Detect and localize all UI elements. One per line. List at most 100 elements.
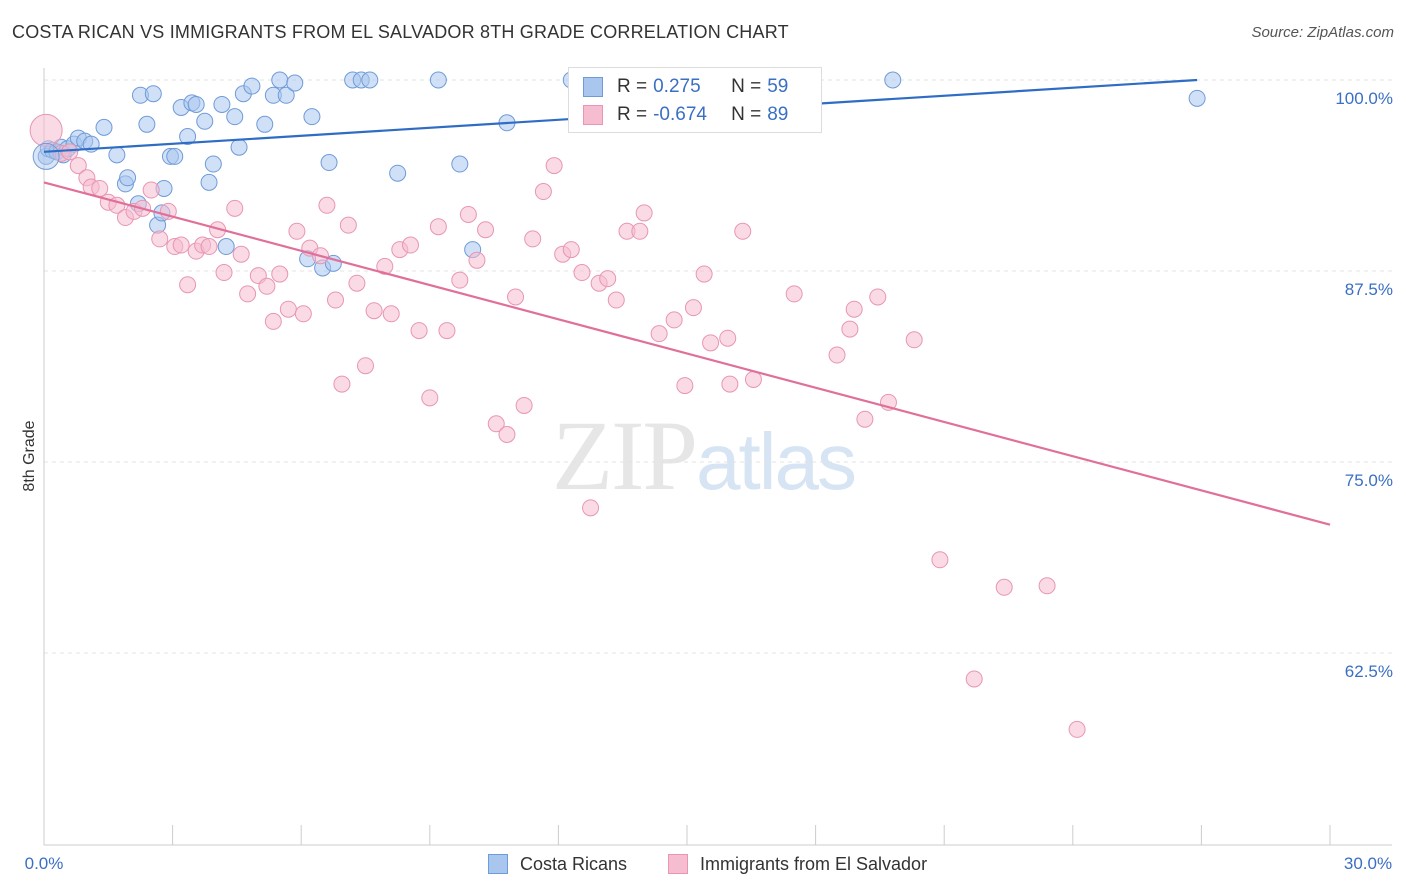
data-point-el-salvador xyxy=(498,425,516,443)
legend-r-value: 0.275 xyxy=(653,76,701,97)
data-point-el-salvador xyxy=(29,113,63,147)
data-point-el-salvador xyxy=(562,241,580,259)
data-point-costa-ricans xyxy=(243,77,261,95)
data-point-costa-ricans xyxy=(217,238,235,256)
data-point-costa-ricans xyxy=(230,138,248,156)
data-point-el-salvador xyxy=(421,389,439,407)
data-point-el-salvador xyxy=(69,157,87,175)
legend-n-label: N = xyxy=(731,104,762,125)
data-point-el-salvador xyxy=(459,205,477,223)
data-point-el-salvador xyxy=(695,265,713,283)
data-point-el-salvador xyxy=(856,410,874,428)
legend-r-value: -0.674 xyxy=(653,104,707,125)
data-point-el-salvador xyxy=(573,264,591,282)
legend-swatch-blue xyxy=(583,77,603,97)
bottom-legend-swatch-blue xyxy=(488,854,508,874)
data-point-el-salvador xyxy=(142,181,160,199)
stats-legend: R = 0.275 N = 59 R = -0.674 N = 89 xyxy=(568,67,822,133)
bottom-legend-costa-ricans: Costa Ricans xyxy=(488,852,627,876)
data-point-costa-ricans xyxy=(286,74,304,92)
data-point-costa-ricans xyxy=(204,155,222,173)
data-point-el-salvador xyxy=(468,251,486,269)
x-tick-label: 30.0% xyxy=(1344,854,1392,873)
legend-r-label: R = xyxy=(617,76,648,97)
data-point-costa-ricans xyxy=(138,115,156,133)
data-point-el-salvador xyxy=(339,216,357,234)
data-point-el-salvador xyxy=(477,221,495,239)
y-axis-label: 8th Grade xyxy=(21,420,38,492)
data-point-el-salvador xyxy=(215,264,233,282)
data-point-el-salvador xyxy=(402,236,420,254)
legend-n-label: N = xyxy=(731,76,762,97)
data-point-costa-ricans xyxy=(196,112,214,130)
data-point-costa-ricans xyxy=(32,142,60,170)
legend-row-costa-ricans: R = 0.275 N = 59 xyxy=(583,74,788,100)
data-point-costa-ricans xyxy=(95,118,113,136)
data-point-el-salvador xyxy=(288,222,306,240)
data-point-el-salvador xyxy=(665,311,683,329)
data-point-el-salvador xyxy=(545,157,563,175)
data-point-el-salvador xyxy=(294,305,312,323)
y-tick-label: 75.0% xyxy=(1345,471,1393,490)
bottom-legend-label: Immigrants from El Salvador xyxy=(700,853,928,874)
data-point-el-salvador xyxy=(869,288,887,306)
legend-r-label: R = xyxy=(617,104,648,125)
data-point-el-salvador xyxy=(271,265,289,283)
data-point-el-salvador xyxy=(684,299,702,317)
trend-line-el-salvador xyxy=(43,181,1331,526)
data-point-el-salvador xyxy=(534,183,552,201)
data-point-costa-ricans xyxy=(320,154,338,172)
y-tick-label: 87.5% xyxy=(1345,280,1393,299)
data-point-el-salvador xyxy=(451,271,469,289)
data-point-el-salvador xyxy=(348,274,366,292)
data-point-el-salvador xyxy=(365,302,383,320)
y-tick-label: 100.0% xyxy=(1335,89,1393,108)
data-point-el-salvador xyxy=(599,270,617,288)
y-tick-label: 62.5% xyxy=(1345,662,1393,681)
bottom-legend-label: Costa Ricans xyxy=(520,853,628,874)
data-point-el-salvador xyxy=(226,199,244,217)
data-point-costa-ricans xyxy=(429,71,447,89)
legend-swatch-pink xyxy=(583,105,603,125)
data-point-el-salvador xyxy=(524,230,542,248)
data-point-el-salvador xyxy=(1038,577,1056,595)
data-point-el-salvador xyxy=(179,276,197,294)
data-point-el-salvador xyxy=(785,285,803,303)
data-point-costa-ricans xyxy=(213,95,231,113)
source-credit: Source: ZipAtlas.com xyxy=(1251,24,1394,41)
data-point-el-salvador xyxy=(931,551,949,569)
data-point-el-salvador xyxy=(965,670,983,688)
bottom-legend-el-salvador: Immigrants from El Salvador xyxy=(668,852,927,876)
data-point-el-salvador xyxy=(232,245,250,263)
data-point-costa-ricans xyxy=(200,173,218,191)
data-point-el-salvador xyxy=(487,415,505,433)
data-point-el-salvador xyxy=(744,370,762,388)
data-point-el-salvador xyxy=(582,499,600,517)
data-point-costa-ricans xyxy=(119,169,137,187)
data-point-costa-ricans xyxy=(1188,89,1206,107)
data-point-el-salvador xyxy=(326,291,344,309)
legend-row-el-salvador: R = -0.674 N = 89 xyxy=(583,102,788,128)
data-point-el-salvador xyxy=(382,305,400,323)
data-point-el-salvador xyxy=(239,285,257,303)
legend-n-value: 89 xyxy=(767,104,789,125)
data-point-el-salvador xyxy=(676,377,694,395)
data-point-costa-ricans xyxy=(179,128,197,146)
data-point-el-salvador xyxy=(333,375,351,393)
data-point-el-salvador xyxy=(845,300,863,318)
data-point-el-salvador xyxy=(264,312,282,330)
data-point-el-salvador xyxy=(995,578,1013,596)
legend-n-value: 59 xyxy=(767,76,789,97)
data-point-el-salvador xyxy=(91,179,109,197)
data-point-el-salvador xyxy=(318,196,336,214)
data-point-el-salvador xyxy=(357,357,374,375)
data-point-el-salvador xyxy=(61,143,79,161)
data-point-costa-ricans xyxy=(144,85,162,103)
watermark-zip: ZIP xyxy=(552,400,698,511)
data-point-el-salvador xyxy=(172,236,190,254)
data-point-el-salvador xyxy=(650,325,668,343)
chart-title: COSTA RICAN VS IMMIGRANTS FROM EL SALVAD… xyxy=(12,22,789,42)
data-point-costa-ricans xyxy=(271,71,289,89)
data-point-costa-ricans xyxy=(303,108,321,126)
